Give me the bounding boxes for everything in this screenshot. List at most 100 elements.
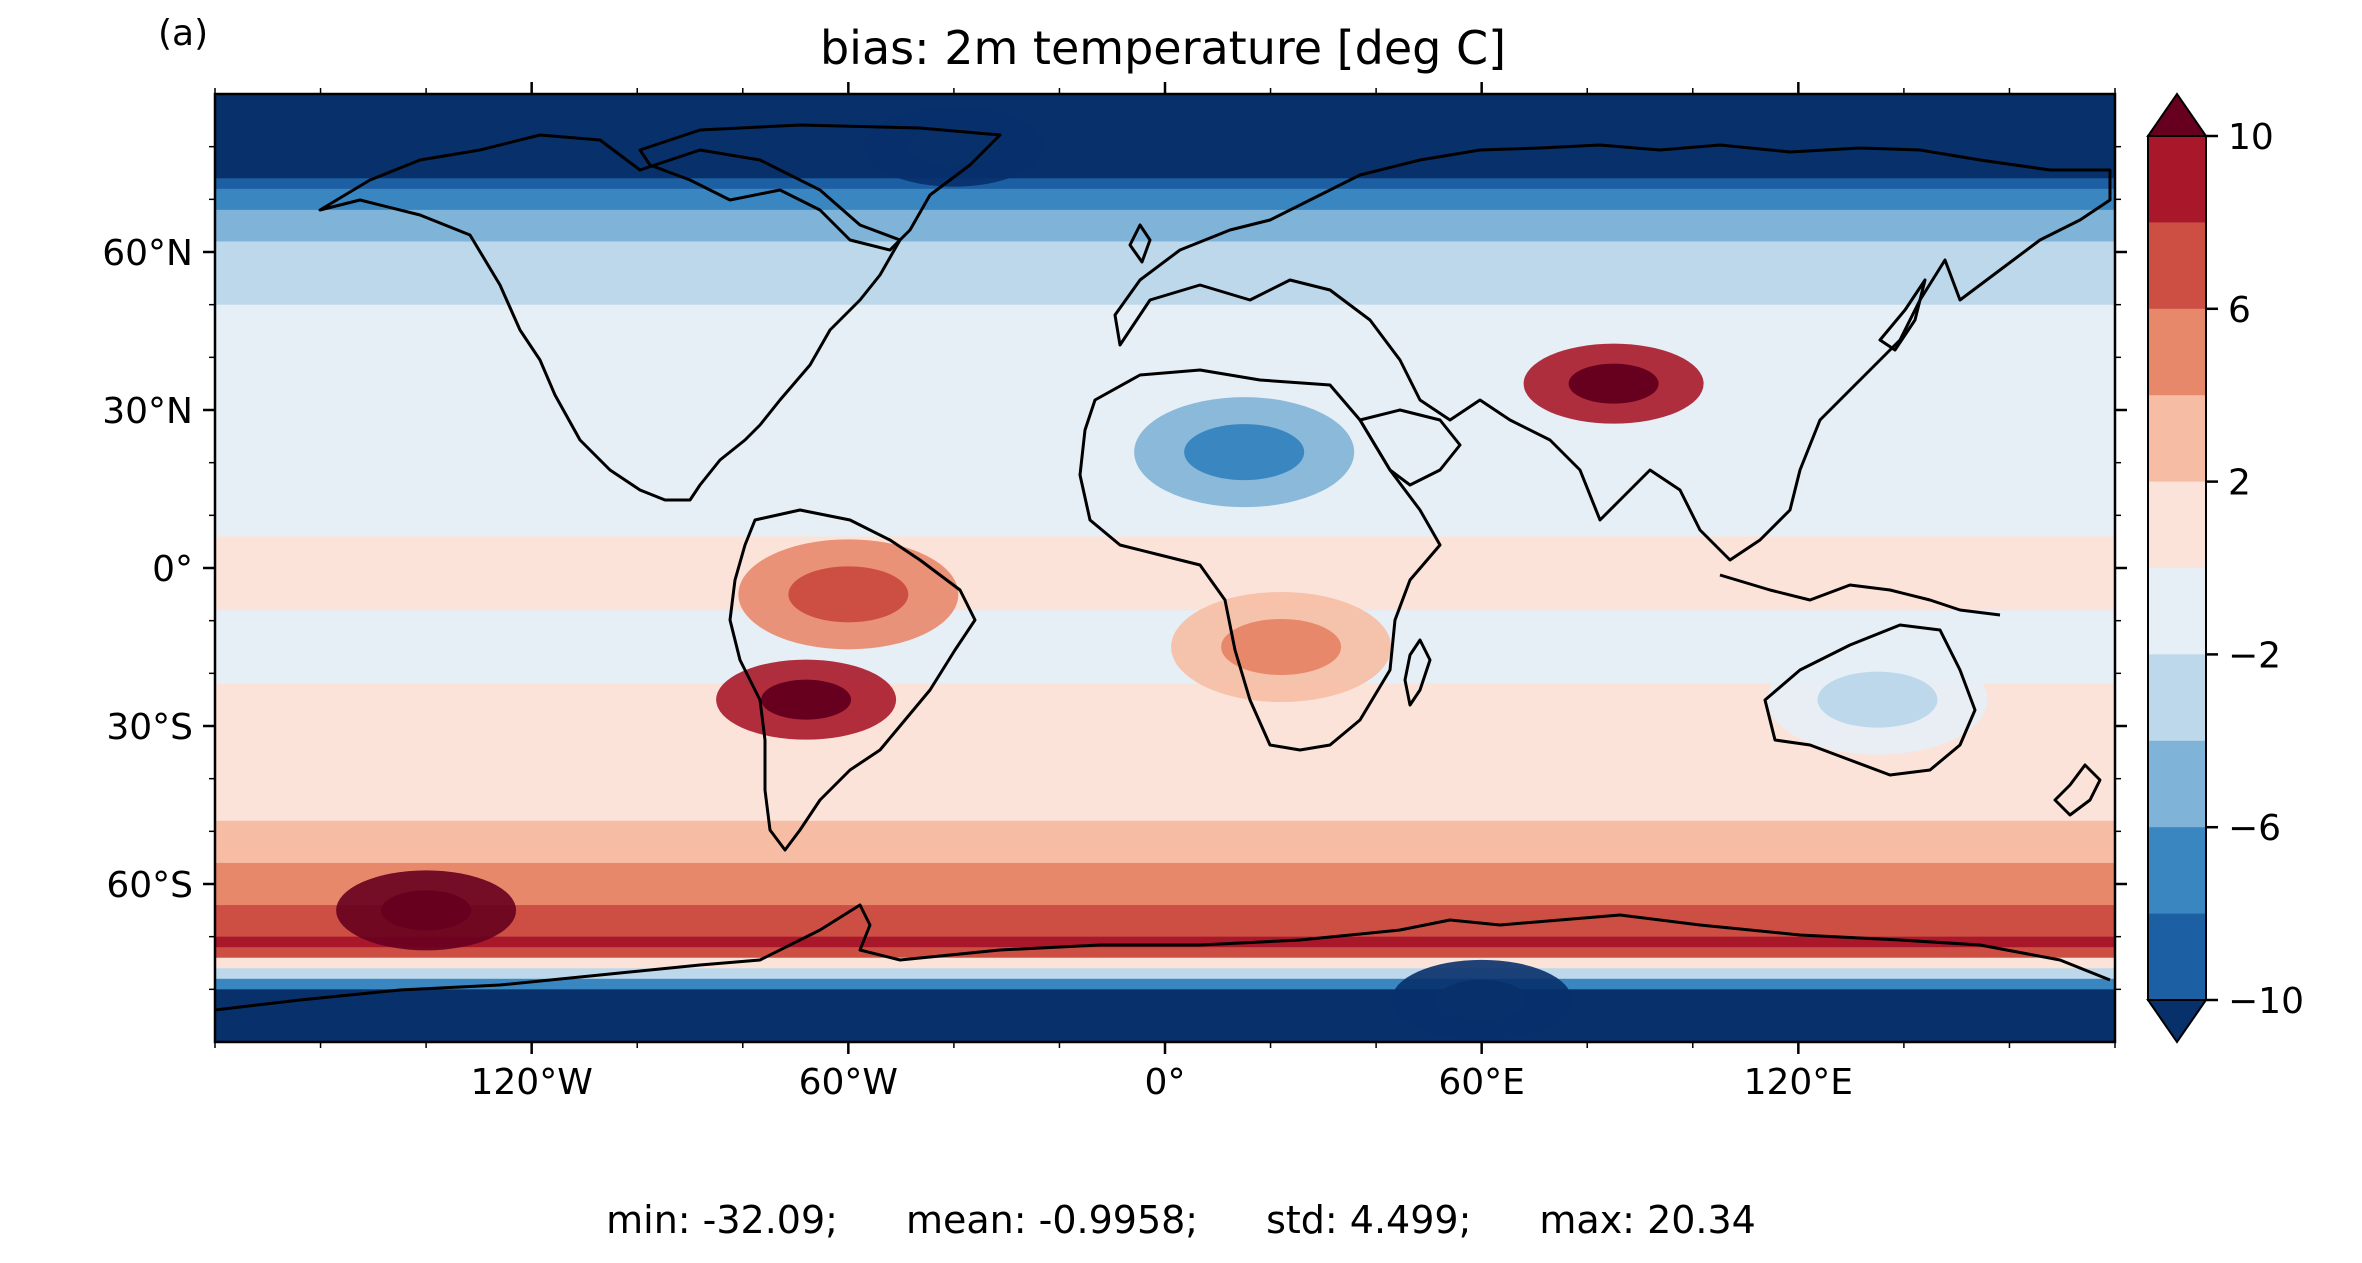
colorbar-tick-label: −2 [2228, 635, 2281, 676]
coastline-arabia [1358, 408, 1462, 487]
bias-band [215, 905, 2115, 917]
coastline-madagascar [1403, 638, 1432, 707]
statistics-line: min: -32.09; mean: -0.9958; std: 4.499; max… [0, 1198, 2362, 1242]
bias-band [215, 1031, 2115, 1042]
y-tick-label: 30°S [106, 707, 193, 748]
colorbar-segment [2148, 481, 2206, 569]
bias-band [215, 1010, 2115, 1022]
bias-band [215, 536, 2115, 548]
bias-band [215, 715, 2115, 727]
bias-band [215, 610, 2115, 622]
colorbar-segment [2148, 740, 2206, 828]
colorbar-segment [2148, 222, 2206, 310]
bias-band [215, 557, 2115, 569]
bias-band [215, 884, 2115, 896]
bias-band [215, 104, 2115, 116]
colorbar-segment [2148, 654, 2206, 742]
coastline-indonesia [1719, 573, 2001, 617]
stat-mean: mean: -0.9958; [905, 1198, 1199, 1242]
bias-band [215, 841, 2115, 853]
bias-band [215, 757, 2115, 769]
bias-band [215, 641, 2115, 653]
bias-band [215, 209, 2115, 221]
y-tick-label: 0° [152, 549, 193, 590]
bias-band [215, 726, 2115, 738]
bias-band [215, 273, 2115, 285]
bias-band [215, 178, 2115, 190]
region-feature-core [381, 890, 472, 931]
bias-band [215, 862, 2115, 875]
bias-band [215, 157, 2115, 169]
y-axis-ticks: 60°N 30°N 0° 30°S 60°S [102, 145, 2127, 991]
stat-min: min: -32.09; [606, 1198, 838, 1242]
y-tick-label: 30°N [102, 391, 193, 432]
bias-band [215, 252, 2115, 264]
chart-title: bias: 2m temperature [deg C] [820, 21, 1506, 75]
bias-band [215, 346, 2115, 358]
bias-band [215, 652, 2115, 664]
bias-band [215, 125, 2115, 137]
bias-band [215, 94, 2115, 106]
bias-band [215, 304, 2115, 316]
bias-band [215, 546, 2115, 559]
bias-band [215, 494, 2115, 506]
colorbar-segment [2148, 395, 2206, 483]
colorbar-extend-max [2146, 92, 2208, 137]
colorbar-segment [2148, 827, 2206, 915]
x-tick-label: 60°W [799, 1062, 898, 1103]
bias-band [215, 683, 2115, 695]
bias-band [215, 230, 2115, 243]
bias-band [215, 747, 2115, 759]
bias-band [215, 978, 2115, 990]
bias-band [215, 778, 2115, 790]
colorbar-segment [2148, 308, 2206, 396]
bias-band [215, 388, 2115, 401]
coastline-greenland [638, 123, 1002, 252]
bias-band [215, 820, 2115, 832]
coastlines [215, 123, 2112, 1012]
bias-band [215, 631, 2115, 643]
bias-band [215, 136, 2115, 148]
bias-band [215, 936, 2115, 948]
bias-band [215, 568, 2115, 580]
bias-band [215, 315, 2115, 327]
colorbar-tick-label: −10 [2228, 981, 2304, 1022]
coastline-uk [1128, 223, 1152, 264]
region-feature-core [1221, 619, 1342, 675]
bias-band [215, 167, 2115, 179]
coastline-africa [1078, 368, 1442, 752]
coastline-antarctica [215, 903, 2111, 1012]
region-feature-core [1568, 363, 1659, 404]
bias-band [215, 989, 2115, 1001]
map-plot-area [215, 94, 2115, 1042]
bias-band [215, 578, 2115, 590]
colorbar-segment [2148, 568, 2206, 655]
y-tick-label: 60°S [106, 865, 193, 906]
colorbar-tick-label: 2 [2228, 463, 2251, 504]
bias-band [215, 220, 2115, 232]
bias-band [215, 620, 2115, 632]
bias-band [215, 852, 2115, 864]
bias-band [215, 968, 2115, 980]
bias-band [215, 957, 2115, 969]
bias-band [215, 115, 2115, 127]
panel-label: (a) [158, 13, 208, 54]
region-feature-core [1817, 671, 1938, 728]
region-feature-core [788, 566, 909, 623]
colorbar-tick-label: 10 [2228, 117, 2274, 158]
bias-band [215, 673, 2115, 685]
x-tick-label: 120°E [1744, 1062, 1853, 1103]
stat-std: std: 4.499; [1266, 1198, 1472, 1242]
coastline-australia [1763, 623, 1977, 777]
bias-band [215, 694, 2115, 706]
bias-band [215, 283, 2115, 295]
x-tick-label: 0° [1145, 1062, 1186, 1103]
bias-band [215, 736, 2115, 748]
bias-band [215, 894, 2115, 906]
bias-band [215, 599, 2115, 611]
bias-band [215, 241, 2115, 253]
bias-band [215, 378, 2115, 390]
region-feature-core [1184, 424, 1305, 481]
bias-band [215, 589, 2115, 601]
bias-band [215, 325, 2115, 337]
